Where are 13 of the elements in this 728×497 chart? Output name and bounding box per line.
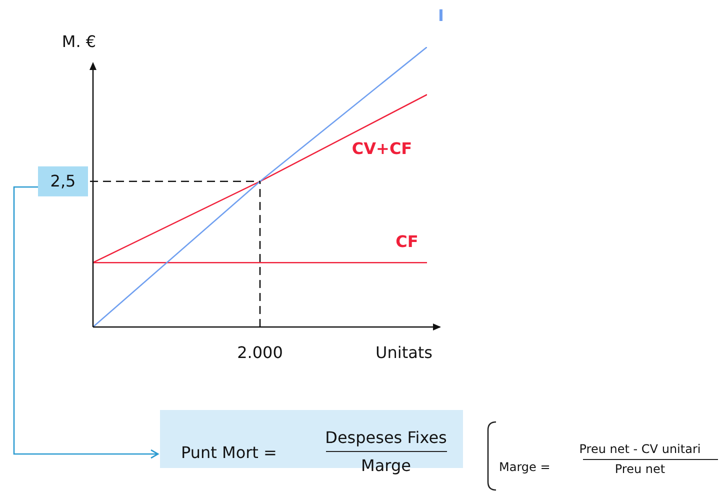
series-label: CF <box>396 232 418 251</box>
text: Preu net <box>614 462 666 476</box>
text: Despeses Fixes <box>325 428 447 447</box>
text: Punt Mort = <box>181 443 277 462</box>
series-label: I <box>438 6 444 26</box>
text: Marge <box>361 456 411 475</box>
y-axis-title: M. € <box>62 32 96 52</box>
text: 2,5 <box>50 172 76 191</box>
text: Marge = <box>499 460 550 474</box>
x-axis-title: Unitats <box>376 343 432 362</box>
text: Preu net - CV unitari <box>579 442 701 456</box>
series-label: CV+CF <box>352 138 412 158</box>
text: 2.000 <box>237 343 283 362</box>
